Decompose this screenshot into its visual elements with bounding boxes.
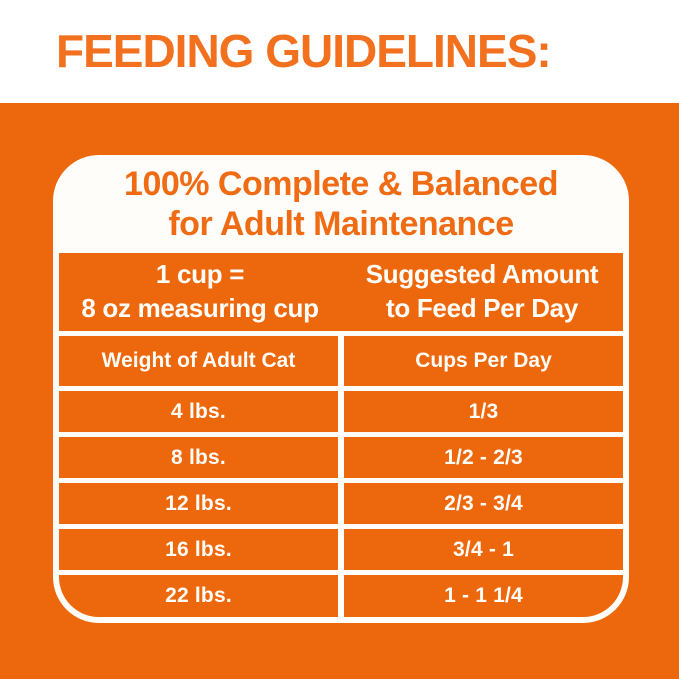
cups-value: 1 - 1 1/4: [344, 575, 623, 617]
subheader-cups: Cups Per Day: [344, 336, 623, 386]
table-row: 4 lbs. 1/3: [59, 391, 623, 432]
cups-value: 1/3: [344, 391, 623, 432]
subheaders-row: Weight of Adult Cat Cups Per Day: [59, 336, 623, 386]
col-header-amount: Suggested Amount to Feed Per Day: [341, 253, 623, 331]
cups-value: 2/3 - 3/4: [344, 483, 623, 524]
col-header-measure-line1: 1 cup =: [155, 259, 245, 290]
table-row: 22 lbs. 1 - 1 1/4: [59, 575, 623, 617]
label-header-area: FEEDING GUIDELINES:: [0, 0, 679, 103]
cups-value: 3/4 - 1: [344, 529, 623, 570]
weight-value: 22 lbs.: [59, 575, 338, 617]
table-row: 12 lbs. 2/3 - 3/4: [59, 483, 623, 524]
col-header-measure-line2: 8 oz measuring cup: [81, 293, 319, 323]
table-title-line1: 100% Complete & Balanced: [124, 165, 558, 204]
orange-panel: 100% Complete & Balanced for Adult Maint…: [0, 103, 679, 679]
subheader-weight: Weight of Adult Cat: [59, 336, 338, 386]
table-row: 16 lbs. 3/4 - 1: [59, 529, 623, 570]
weight-value: 8 lbs.: [59, 437, 338, 478]
col-header-measure: 1 cup = 8 oz measuring cup: [59, 253, 341, 331]
column-headers-row: 1 cup = 8 oz measuring cup Suggested Amo…: [59, 253, 623, 331]
weight-value: 12 lbs.: [59, 483, 338, 524]
table-title: 100% Complete & Balanced for Adult Maint…: [59, 161, 623, 248]
col-header-amount-line2: to Feed Per Day: [385, 293, 578, 323]
cups-value: 1/2 - 2/3: [344, 437, 623, 478]
weight-value: 4 lbs.: [59, 391, 338, 432]
page-title: FEEDING GUIDELINES:: [56, 25, 552, 77]
feeding-table: 100% Complete & Balanced for Adult Maint…: [53, 155, 629, 623]
weight-value: 16 lbs.: [59, 529, 338, 570]
table-row: 8 lbs. 1/2 - 2/3: [59, 437, 623, 478]
col-header-amount-line1: Suggested Amount: [365, 259, 599, 290]
table-title-line2: for Adult Maintenance: [168, 204, 514, 243]
